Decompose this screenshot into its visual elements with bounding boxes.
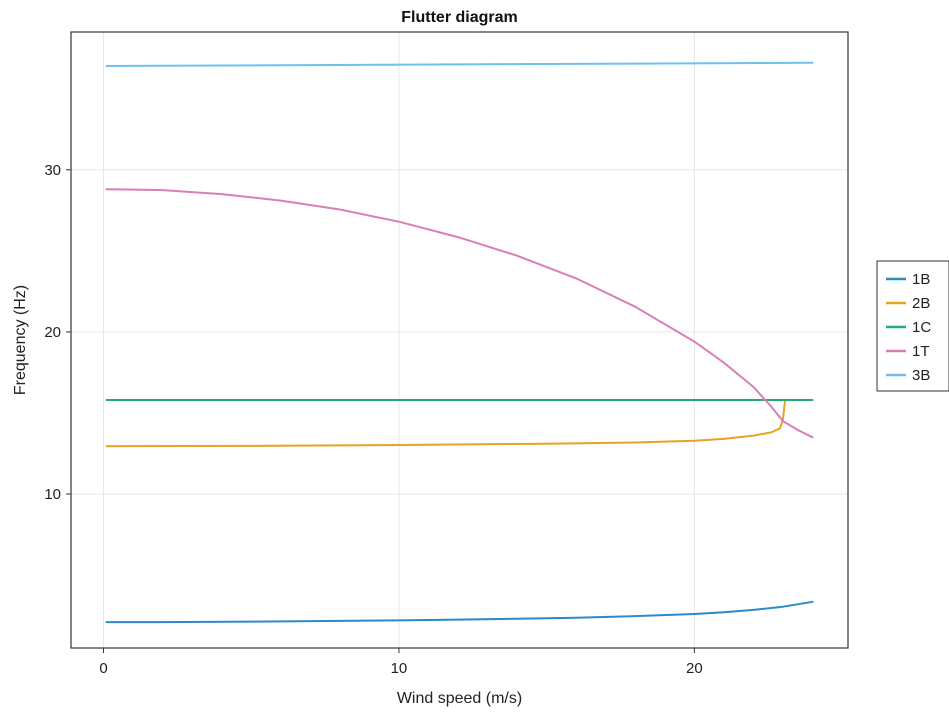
- legend-label-3b: 3B: [912, 367, 930, 384]
- legend-label-2b: 2B: [912, 295, 930, 312]
- legend: 1B 2B 1C 1T 3B: [876, 260, 949, 392]
- legend-label-1t: 1T: [912, 343, 930, 360]
- series-line-1t: [105, 188, 814, 439]
- legend-label-1b: 1B: [912, 271, 930, 288]
- x-tick-label: 20: [686, 660, 703, 677]
- x-tick-label: 10: [391, 660, 408, 677]
- series-line-1b: [105, 600, 814, 624]
- x-axis-label: Wind speed (m/s): [397, 690, 522, 707]
- y-tick-label: 10: [44, 486, 61, 503]
- series-line-2b: [105, 399, 787, 448]
- chart-title: Flutter diagram: [401, 9, 517, 26]
- legend-label-1c: 1C: [912, 319, 931, 336]
- y-tick-label: 20: [44, 324, 61, 341]
- y-axis-label: Frequency (Hz): [12, 285, 29, 395]
- grid-layer: [71, 32, 848, 648]
- series-layer: [105, 61, 814, 624]
- y-tick-label: 30: [44, 162, 61, 179]
- plot-frame: [70, 31, 849, 649]
- series-line-3b: [105, 61, 814, 67]
- tick-layer: 0 10 20 10 20 30: [44, 162, 702, 677]
- x-tick-label: 0: [99, 660, 107, 677]
